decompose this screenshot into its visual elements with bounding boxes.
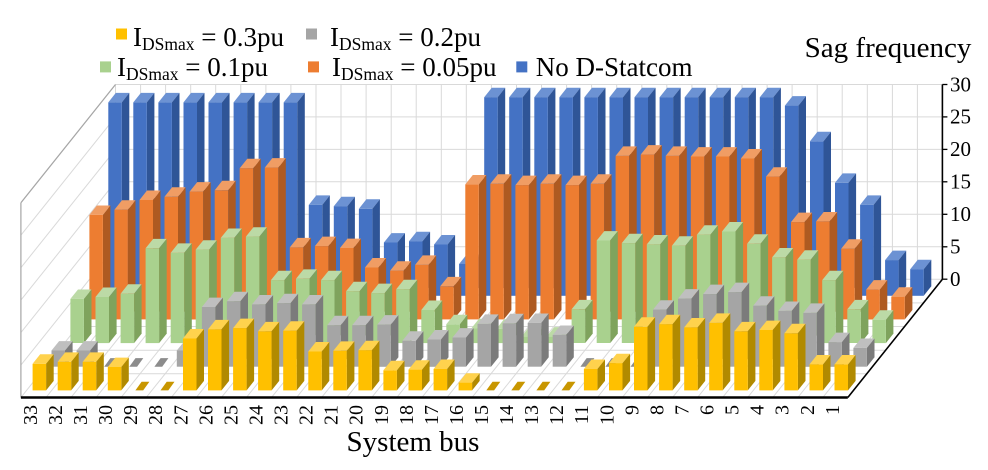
svg-text:22: 22 (296, 405, 318, 425)
svg-text:29: 29 (120, 405, 142, 425)
svg-text:19: 19 (371, 405, 393, 425)
svg-text:10: 10 (596, 405, 618, 425)
svg-text:9: 9 (621, 405, 643, 415)
svg-text:31: 31 (70, 405, 92, 425)
svg-text:12: 12 (546, 405, 568, 425)
svg-text:33: 33 (20, 405, 42, 425)
svg-text:21: 21 (321, 405, 343, 425)
svg-text:0: 0 (950, 267, 961, 291)
svg-text:23: 23 (271, 405, 293, 425)
svg-text:26: 26 (195, 405, 217, 425)
svg-text:25: 25 (220, 405, 242, 425)
svg-text:30: 30 (950, 72, 971, 96)
svg-text:1: 1 (822, 405, 844, 415)
svg-text:15: 15 (471, 405, 493, 425)
svg-text:27: 27 (170, 405, 192, 425)
svg-text:30: 30 (95, 405, 117, 425)
svg-text:18: 18 (396, 405, 418, 425)
svg-text:15: 15 (950, 170, 971, 194)
svg-text:25: 25 (950, 105, 971, 129)
svg-text:2: 2 (797, 405, 819, 415)
svg-text:14: 14 (496, 405, 518, 425)
svg-text:IDSmax = 0.05pu: IDSmax = 0.05pu (332, 52, 497, 84)
svg-text:5: 5 (950, 235, 961, 259)
svg-text:System bus: System bus (347, 426, 480, 458)
svg-text:16: 16 (446, 405, 468, 425)
svg-text:11: 11 (571, 405, 593, 424)
svg-text:20: 20 (346, 405, 368, 425)
svg-text:32: 32 (45, 405, 67, 425)
svg-text:10: 10 (950, 202, 971, 226)
svg-text:4: 4 (747, 405, 769, 415)
svg-text:28: 28 (145, 405, 167, 425)
svg-text:7: 7 (672, 405, 694, 415)
svg-text:Sag frequency: Sag frequency (805, 32, 972, 64)
svg-text:24: 24 (246, 405, 268, 425)
svg-text:5: 5 (722, 405, 744, 415)
svg-text:17: 17 (421, 405, 443, 425)
svg-text:No D-Statcom: No D-Statcom (536, 52, 693, 82)
svg-text:6: 6 (697, 405, 719, 415)
svg-text:20: 20 (950, 137, 971, 161)
svg-text:3: 3 (772, 405, 794, 415)
svg-text:13: 13 (521, 405, 543, 425)
svg-text:8: 8 (646, 405, 668, 415)
